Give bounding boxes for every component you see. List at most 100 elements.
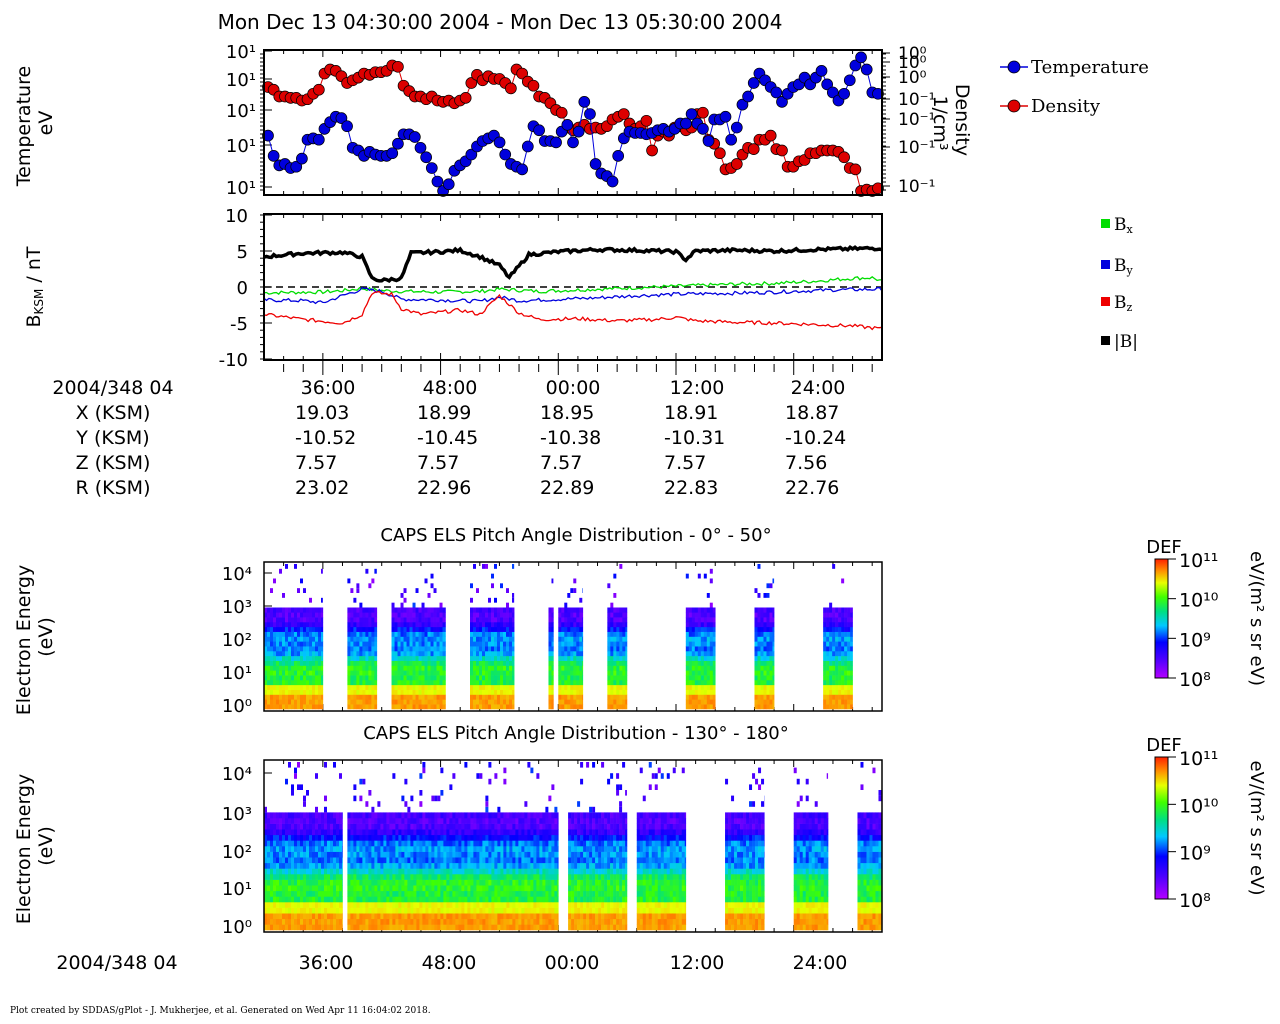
colorbar-tick-label: 10¹¹ <box>1179 550 1218 572</box>
spectrogram-cell <box>276 680 280 686</box>
spectrogram-cell <box>551 665 554 671</box>
spectrogram-cell <box>315 689 319 695</box>
spectrogram-cell <box>482 834 486 841</box>
spectrogram-cell <box>303 651 307 657</box>
spectrogram-cell <box>353 617 357 623</box>
spectrogram-cell <box>401 874 405 880</box>
spectrogram-cell <box>395 857 399 864</box>
spectrogram-sparse-cell <box>359 795 363 802</box>
spectrogram-cell <box>455 812 459 819</box>
spectrogram-cell <box>392 818 396 824</box>
spectrogram-cell <box>700 607 705 613</box>
spectrogram-sparse-cell <box>476 773 480 779</box>
spectrogram-cell <box>467 902 471 908</box>
spectrogram-cell <box>362 913 366 920</box>
spectrogram-cell <box>342 924 343 931</box>
density-point <box>505 82 517 95</box>
spectrogram-cell <box>422 862 426 869</box>
spectrogram-cell <box>763 607 767 613</box>
spectrogram-cell <box>440 890 444 897</box>
spectrogram-cell <box>473 857 477 864</box>
spectrogram-cell <box>374 890 378 897</box>
spectrogram-cell <box>757 607 761 613</box>
spectrogram-sparse-cell <box>392 773 396 779</box>
spectrogram-cell <box>491 874 495 880</box>
spectrogram-cell <box>330 879 334 886</box>
ephemeris-value: 7.57 <box>664 452 706 474</box>
spectrogram-sparse-cell <box>512 564 515 569</box>
spectrogram-cell <box>850 704 853 710</box>
spectrogram-cell <box>318 874 322 880</box>
density-point <box>764 129 777 142</box>
spectrogram-cell <box>416 829 420 836</box>
spectrogram-cell <box>428 834 432 841</box>
spectrogram-cell <box>476 818 480 824</box>
spectrogram-cell <box>582 617 584 623</box>
spectrogram-cell <box>336 918 340 925</box>
spectrogram-cell <box>324 885 328 892</box>
spectrogram-cell <box>772 660 775 666</box>
spectrogram-sparse-cell <box>407 806 411 813</box>
spectrogram-cell <box>297 902 301 908</box>
spectrogram-cell <box>491 924 495 931</box>
spectrogram-cell <box>446 868 450 875</box>
spectrogram-cell <box>452 823 456 830</box>
spectrogram-cell <box>353 885 357 892</box>
spectrogram-cell <box>368 890 372 897</box>
spectrogram-cell <box>497 890 501 897</box>
spectrogram-cell <box>476 665 480 671</box>
spectrogram-cell <box>407 907 411 914</box>
spectrogram-cell <box>347 646 351 652</box>
spectrogram-cell <box>706 651 711 657</box>
spectrogram-cell <box>434 812 438 819</box>
spectrogram-cell <box>409 651 413 657</box>
spectrogram-cell <box>482 907 486 914</box>
spectrogram-cell <box>434 840 438 847</box>
spectrogram-cell <box>303 665 307 671</box>
spectrogram-cell <box>479 818 483 824</box>
spectrogram-sparse-cell <box>404 778 408 785</box>
spectrogram-cell <box>288 874 292 880</box>
spectrogram-cell <box>455 907 459 914</box>
spectrogram-cell <box>697 665 702 671</box>
spectrogram-cell <box>309 704 313 710</box>
spectrogram-cell <box>521 874 525 880</box>
spectrogram-cell <box>291 689 295 695</box>
spectrogram-cell <box>610 617 614 623</box>
spectrogram-cell <box>521 879 525 886</box>
spectrogram-cell <box>350 924 354 931</box>
spectrogram-cell <box>418 665 422 671</box>
spectrogram-cell <box>479 885 483 892</box>
spectrogram-cell <box>488 694 492 700</box>
spectrogram-cell <box>401 924 405 931</box>
spectrogram-cell <box>300 665 304 671</box>
spectrogram-cell <box>491 626 495 632</box>
spectrogram-cell <box>374 694 378 700</box>
spectrogram-cell <box>440 840 444 847</box>
spectrogram-cell <box>264 902 268 908</box>
spectrogram-cell <box>464 896 468 903</box>
spectrogram-cell <box>482 680 486 686</box>
spectrogram-cell <box>327 890 331 897</box>
spectrogram-cell <box>509 879 513 886</box>
spectrogram-cell <box>509 689 513 695</box>
spectrogram-cell <box>362 846 366 852</box>
spectrogram-cell <box>437 902 441 908</box>
spectrogram-cell <box>613 660 617 666</box>
spectrogram-cell <box>561 607 565 613</box>
spectrogram-cell <box>464 812 468 819</box>
spectrogram-cell <box>409 636 413 642</box>
spectrogram-cell <box>318 857 322 864</box>
spectrogram-cell <box>315 622 319 628</box>
spectrogram-cell <box>503 636 507 642</box>
spectrogram-cell <box>394 607 398 613</box>
spectrogram-cell <box>757 646 761 652</box>
spectrogram-cell <box>561 660 565 666</box>
spectrogram-cell <box>300 607 304 613</box>
spectrogram-sparse-cell <box>306 790 309 796</box>
panel-temperature-density: Temperature eV Density 1/cm³ 10¹10¹10¹10… <box>13 42 1149 199</box>
spectrogram-cell <box>473 812 477 819</box>
spectrogram-cell <box>442 612 446 618</box>
spectrogram-cell <box>455 818 459 824</box>
spectrogram-cell <box>512 879 516 886</box>
